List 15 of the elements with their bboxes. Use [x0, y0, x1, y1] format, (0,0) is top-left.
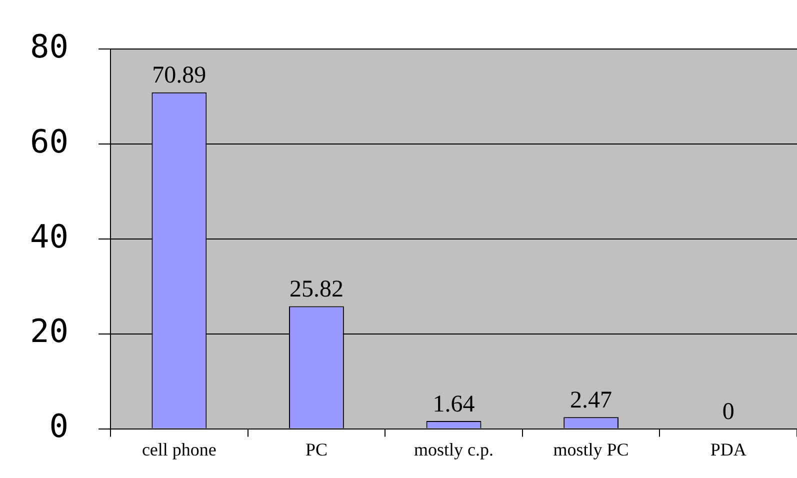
y-tick-label: 20	[30, 312, 69, 350]
y-tick-label: 40	[30, 217, 69, 256]
x-tick-label: PDA	[710, 439, 746, 460]
data-label: 2.47	[570, 387, 612, 414]
x-tick-label: cell phone	[142, 439, 216, 460]
x-tick-label: PC	[305, 439, 328, 460]
y-tick-label: 0	[49, 407, 69, 446]
y-tick-label: 60	[30, 122, 69, 160]
x-tick-label: mostly c.p.	[414, 439, 494, 460]
x-tick-label: mostly PC	[553, 439, 629, 460]
y-tick-label: 80	[30, 28, 69, 66]
data-label: 0	[722, 399, 734, 426]
data-label: 70.89	[152, 62, 206, 89]
data-label: 25.82	[289, 276, 344, 303]
data-label: 1.64	[432, 391, 475, 418]
